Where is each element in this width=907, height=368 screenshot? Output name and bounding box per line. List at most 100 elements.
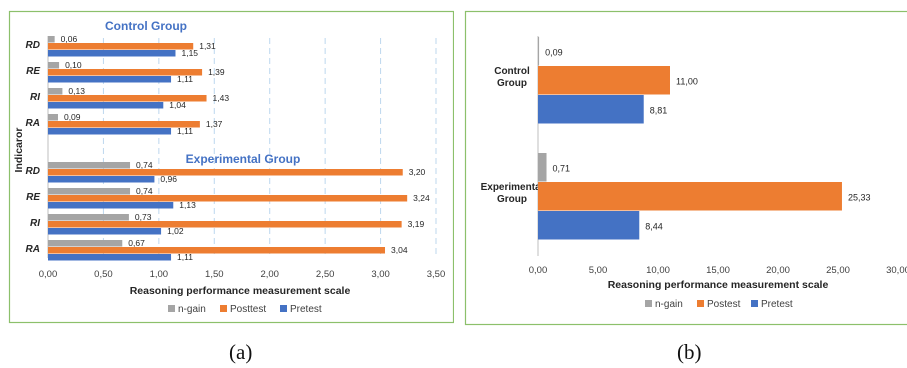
chart-a-data-label: 0,13 (68, 86, 85, 96)
chart-a-legend-swatch (220, 305, 227, 312)
chart-a-category-label: RE (26, 192, 40, 203)
chart-a-data-label: 1,04 (169, 100, 186, 110)
chart-a-frame (8, 10, 454, 324)
chart-b-category-label: Control (494, 66, 530, 77)
chart-a-data-label: 1,37 (206, 119, 223, 129)
chart-a-data-label: 0,74 (136, 186, 153, 196)
chart-a-bar-pretest (48, 50, 176, 57)
chart-a-bar-pretest (48, 176, 155, 183)
chart-a-data-label: 0,67 (128, 238, 145, 248)
chart-a-data-label: 3,20 (409, 167, 426, 177)
chart-a-category-label: RE (26, 66, 40, 77)
chart-a-xtick-label: 0,50 (94, 269, 113, 280)
chart-b-legend-swatch (645, 300, 652, 307)
chart-b-legend-swatch (751, 300, 758, 307)
chart-a-data-label: 1,43 (213, 93, 230, 103)
chart-a-legend-label: Posttest (230, 304, 266, 315)
chart-a-bar-posttest (48, 121, 200, 128)
chart-a-data-label: 1,15 (181, 48, 198, 58)
chart-a-data-label: 0,96 (160, 174, 177, 184)
chart-a-bar-pretest (48, 128, 172, 135)
chart-a-bar-n-gain (48, 188, 131, 195)
chart-b-bar-n-gain (538, 153, 547, 182)
chart-b-bar-pretest (538, 95, 644, 124)
chart-a-bar-pretest (48, 102, 164, 109)
chart-a-bar-pretest (48, 228, 162, 235)
chart-a-category-label: RD (26, 40, 40, 51)
chart-a-bar-posttest (48, 247, 386, 254)
chart-a-xtick-label: 2,00 (260, 269, 279, 280)
chart-a-legend-label: Pretest (290, 304, 322, 315)
chart-a-bar-n-gain (48, 88, 63, 95)
chart-a-bar-posttest (48, 195, 408, 202)
chart-b-xtick-label: 20,00 (766, 265, 790, 276)
chart-b-bar-postest (538, 182, 842, 211)
chart-b-xaxis-title: Reasoning performance measurement scale (608, 279, 829, 291)
chart-a-data-label: 1,11 (177, 252, 193, 262)
chart-a-bar-pretest (48, 202, 174, 209)
chart-a-bar-n-gain (48, 162, 131, 169)
chart-a-group-title: Control Group (105, 19, 187, 33)
chart-a-data-label: 3,24 (413, 193, 430, 203)
chart-a-category-label: RD (26, 166, 40, 177)
chart-a-data-label: 0,06 (61, 34, 78, 44)
caption-a: (a) (229, 340, 253, 364)
chart-a-bar-posttest (48, 169, 403, 176)
chart-b-xtick-label: 15,00 (706, 265, 730, 276)
chart-a-yaxis-title: Indicaror (13, 128, 25, 173)
chart-a-category-label: RI (30, 92, 40, 103)
chart-b-xtick-label: 25,00 (826, 265, 850, 276)
chart-a-bar-n-gain (48, 240, 123, 247)
chart-a-bar-pretest (48, 76, 172, 83)
chart-a-data-label: 0,10 (65, 60, 82, 70)
chart-a-data-label: 1,13 (179, 200, 196, 210)
chart-a-category-label: RA (26, 244, 40, 255)
chart-a-data-label: 0,74 (136, 160, 153, 170)
chart-a-xtick-label: 2,50 (316, 269, 335, 280)
chart-a-xaxis-title: Reasoning performance measurement scale (130, 285, 351, 297)
chart-b-frame (464, 10, 907, 326)
chart-b: 0,00 5,00 10,00 15,00 20,00 25,00 30,00 Reasoni… (464, 10, 907, 326)
chart-a-bar-n-gain (48, 62, 60, 69)
chart-a-data-label: 1,11 (177, 126, 193, 136)
chart-a-data-label: 1,39 (208, 67, 225, 77)
chart-b-legend-label: Pretest (761, 299, 793, 310)
chart-a-data-label: 1,02 (167, 226, 184, 236)
chart-a-category-label: RI (30, 218, 40, 229)
chart-a-bar-posttest (48, 95, 207, 102)
chart-a-xtick-label: 3,00 (371, 269, 390, 280)
chart-b-category-label: Experimental (481, 182, 544, 193)
chart-b-category-label: Group (497, 194, 527, 205)
chart-a-group-title: Experimental Group (186, 152, 301, 166)
chart-a-bar-n-gain (48, 114, 58, 121)
chart-a-bar-n-gain (48, 214, 129, 221)
chart-a: 0,00 0,50 1,00 1,50 2,00 2,50 3,00 3,50 Reasonin… (8, 10, 454, 324)
chart-b-data-label: 0,71 (553, 164, 571, 174)
chart-a-data-label: 3,19 (408, 219, 425, 229)
chart-a-bar-pretest (48, 254, 172, 261)
chart-b-xtick-label: 5,00 (589, 265, 608, 276)
chart-b-category-label: Group (497, 78, 527, 89)
chart-a-bar-n-gain (48, 36, 55, 43)
chart-b-bar-postest (538, 66, 670, 95)
chart-b-legend-label: Postest (707, 299, 741, 310)
chart-a-data-label: 1,11 (177, 74, 193, 84)
chart-a-legend-swatch (280, 305, 287, 312)
chart-b-bar-pretest (538, 211, 640, 240)
chart-a-xtick-label: 1,00 (150, 269, 169, 280)
chart-b-data-label: 11,00 (676, 77, 698, 87)
caption-b: (b) (677, 340, 702, 364)
chart-b-xtick-label: 30,00 (886, 265, 907, 276)
chart-a-data-label: 1,31 (199, 41, 216, 51)
chart-b-data-label: 0,09 (545, 48, 563, 58)
chart-a-bar-posttest (48, 221, 402, 228)
chart-b-data-label: 8,44 (645, 222, 663, 232)
chart-a-legend-label: n-gain (178, 304, 206, 315)
chart-a-xtick-label: 1,50 (205, 269, 224, 280)
chart-a-bar-posttest (48, 43, 194, 50)
chart-a-xtick-label: 3,50 (427, 269, 446, 280)
chart-b-data-label: 25,33 (848, 193, 871, 203)
chart-a-data-label: 0,73 (135, 212, 152, 222)
chart-a-xtick-label: 0,00 (39, 269, 58, 280)
chart-b-legend-label: n-gain (655, 299, 683, 310)
